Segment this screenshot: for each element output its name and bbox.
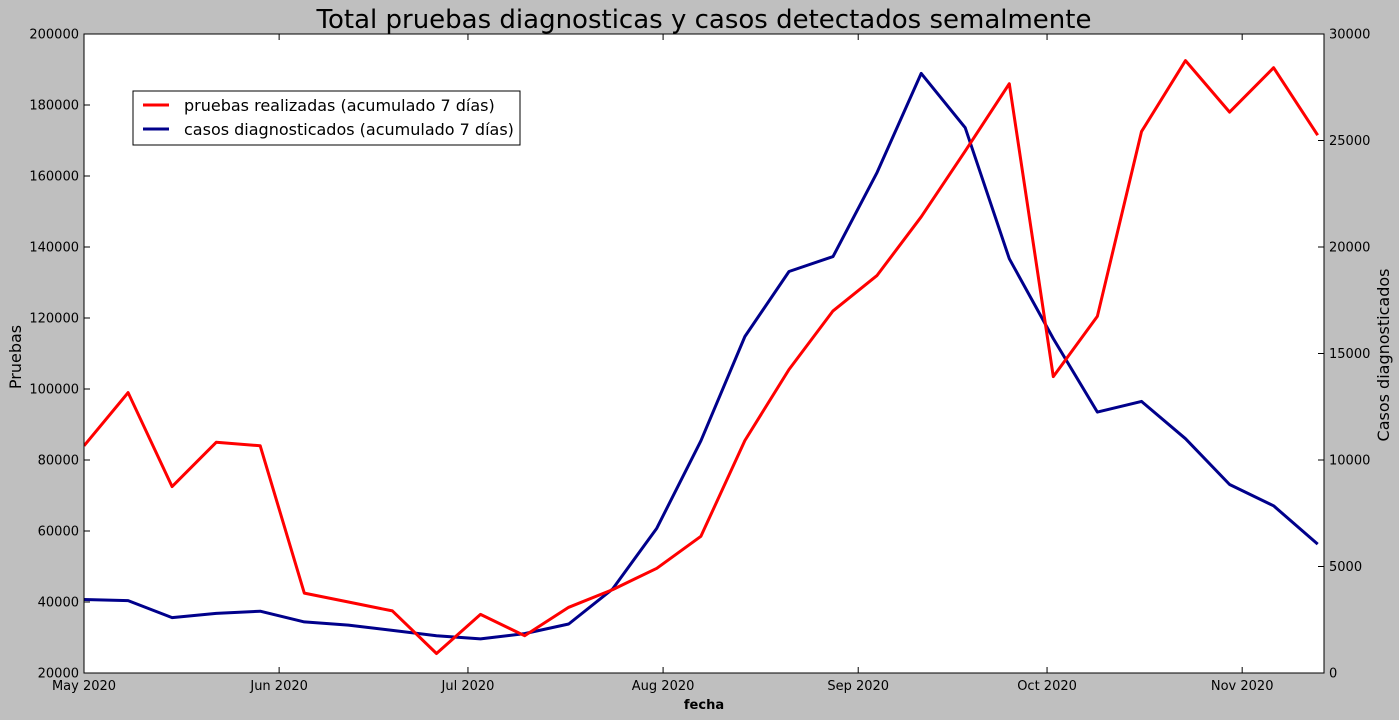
y-right-tick-label: 5000 — [1329, 560, 1362, 575]
y-axis-right-label: Casos diagnosticados — [1374, 269, 1393, 442]
x-tick-label: Aug 2020 — [632, 679, 695, 694]
y-left-tick-label: 20000 — [38, 667, 79, 682]
y-right-tick-label: 15000 — [1329, 347, 1370, 362]
chart-title: Total pruebas diagnosticas y casos detec… — [316, 5, 1092, 35]
legend-label-pruebas: pruebas realizadas (acumulado 7 días) — [184, 96, 495, 115]
series-line-pruebas — [84, 59, 1319, 655]
y-left-tick-label: 100000 — [29, 383, 79, 398]
y-left-tick-label: 140000 — [29, 241, 79, 256]
y-left-tick-label: 180000 — [29, 99, 79, 114]
legend: pruebas realizadas (acumulado 7 días) ca… — [132, 90, 521, 146]
y-left-tick-label: 120000 — [29, 312, 79, 327]
y-right-tick-label: 25000 — [1329, 134, 1370, 149]
y-axis-left-label: Pruebas — [6, 325, 25, 389]
y-right-tick-label: 0 — [1329, 667, 1337, 682]
y-right-tick-label: 20000 — [1329, 241, 1370, 256]
x-tick-label: May 2020 — [52, 679, 116, 694]
legend-label-casos: casos diagnosticados (acumulado 7 días) — [184, 120, 514, 139]
y-right-tick-label: 10000 — [1329, 454, 1370, 469]
x-tick-label: Oct 2020 — [1017, 679, 1077, 694]
x-tick-label: Jul 2020 — [441, 679, 495, 694]
y-left-tick-label: 60000 — [38, 525, 79, 540]
legend-box — [132, 90, 521, 146]
y-left-tick-label: 200000 — [29, 28, 79, 43]
x-tick-label: Jun 2020 — [249, 679, 308, 694]
series-layer — [84, 59, 1319, 655]
x-tick-label: Sep 2020 — [827, 679, 889, 694]
x-axis-label: fecha — [684, 698, 724, 713]
series-line-casos — [84, 71, 1319, 641]
y-left-tick-label: 80000 — [38, 454, 79, 469]
ticks-layer: May 2020 Jun 2020 Jul 2020 Aug 2020 Sep 2020… — [29, 28, 1370, 695]
y-left-tick-label: 160000 — [29, 170, 79, 185]
x-tick-label: Nov 2020 — [1211, 679, 1274, 694]
y-left-tick-label: 40000 — [38, 596, 79, 611]
y-right-tick-label: 30000 — [1329, 28, 1370, 43]
